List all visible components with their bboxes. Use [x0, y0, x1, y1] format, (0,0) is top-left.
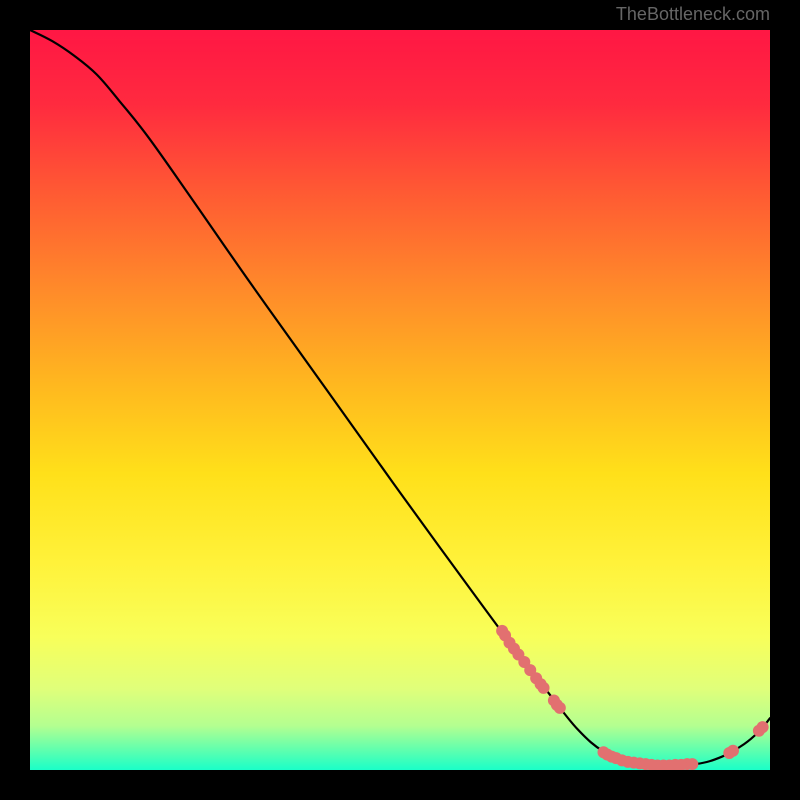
data-marker — [757, 721, 769, 733]
chart-overlay — [30, 30, 770, 770]
data-marker — [686, 758, 698, 770]
plot-area — [30, 30, 770, 770]
bottleneck-curve — [30, 30, 770, 766]
data-markers — [496, 625, 768, 770]
data-marker — [727, 745, 739, 757]
data-marker — [538, 682, 550, 694]
watermark-text: TheBottleneck.com — [616, 4, 770, 25]
data-marker — [554, 702, 566, 714]
